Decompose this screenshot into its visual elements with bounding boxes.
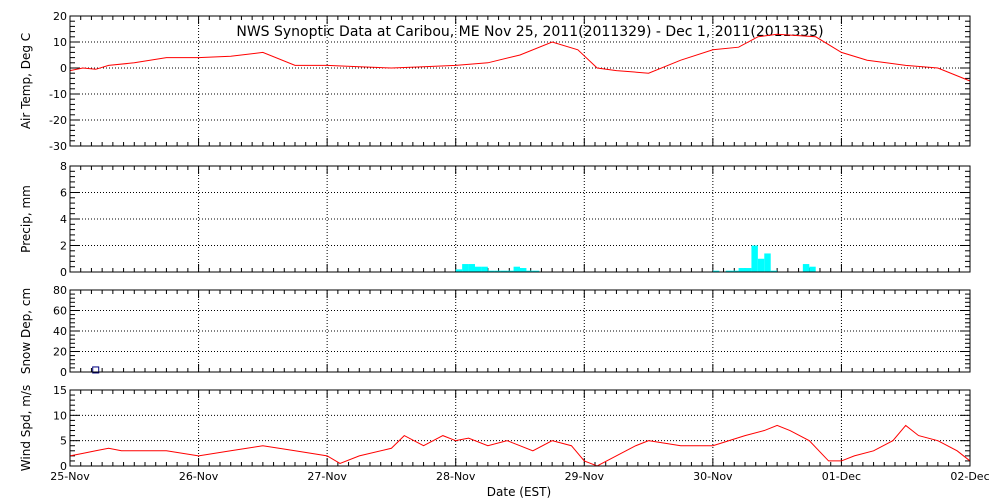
x-tick-label: 02-Dec: [950, 470, 989, 483]
precip-bar: [475, 266, 482, 272]
precip-bar: [507, 270, 514, 272]
panel-2: 0 2 4 6 8 Precip, mm: [19, 160, 971, 279]
chart-panels: -30 -20 -10 0 10 20 Air Temp, Deg C 0 2 4 6 8 Precip…: [19, 10, 971, 473]
series-line: [69, 424, 971, 467]
panel-3: 0 20 40 60 80 Snow Dep, cm: [19, 284, 971, 379]
y-axis-label: Wind Spd, m/s: [19, 385, 33, 471]
precip-bar: [809, 266, 816, 272]
precip-bar: [520, 268, 527, 272]
panel-frame: [69, 389, 971, 467]
y-tick-label: 0: [60, 62, 67, 75]
precip-bar: [764, 253, 771, 272]
y-tick-label: 0: [60, 266, 67, 279]
x-tick-label: 28-Nov: [436, 470, 476, 483]
x-tick-label: 26-Nov: [179, 470, 219, 483]
precip-bar: [751, 245, 758, 272]
panel-4: 0 5 10 15 Wind Spd, m/s: [19, 384, 971, 473]
y-tick-label: 5: [60, 435, 67, 448]
y-tick-label: 0: [60, 366, 67, 379]
precip-bar: [757, 258, 765, 272]
x-tick-label: 27-Nov: [307, 470, 347, 483]
precip-bar: [468, 264, 475, 272]
y-tick-label: 10: [53, 409, 67, 422]
precip-bar: [481, 266, 488, 272]
panel-frame: [69, 289, 971, 373]
chart-title: NWS Synoptic Data at Caribou, ME Nov 25,…: [236, 24, 823, 40]
precip-bar: [455, 269, 463, 272]
series-line: [69, 33, 971, 82]
precip-bar: [494, 270, 501, 272]
precip-bar: [513, 266, 520, 272]
y-tick-label: 60: [53, 305, 67, 318]
y-tick-label: 2: [60, 240, 67, 253]
precip-bar: [500, 270, 508, 272]
precip-bar: [738, 268, 745, 272]
x-tick-label: 01-Dec: [822, 470, 861, 483]
y-tick-label: -20: [49, 114, 67, 127]
y-tick-label: 10: [53, 36, 67, 49]
y-axis-label: Precip, mm: [19, 185, 33, 253]
precip-bar: [487, 270, 495, 272]
y-tick-label: -30: [49, 140, 67, 153]
x-tick-labels: 25-Nov 26-Nov 27-Nov 28-Nov 29-Nov 30-Nov 01-D…: [50, 470, 989, 483]
y-tick-label: 40: [53, 325, 67, 338]
y-tick-label: 8: [60, 160, 67, 173]
y-axis-label: Air Temp, Deg C: [19, 33, 33, 129]
panel-frame: [69, 15, 971, 147]
y-tick-label: 80: [53, 284, 67, 297]
precip-bar: [462, 264, 469, 272]
x-tick-label: 25-Nov: [50, 470, 90, 483]
y-tick-label: 20: [53, 10, 67, 23]
y-tick-label: 6: [60, 187, 67, 200]
snow-depth-point: [92, 366, 100, 374]
y-tick-label: 0: [60, 460, 67, 473]
y-tick-label: -10: [49, 88, 67, 101]
panel-frame: [69, 165, 971, 273]
precip-bar: [712, 270, 720, 272]
panel-1: -30 -20 -10 0 10 20 Air Temp, Deg C: [19, 10, 971, 153]
precip-bar: [802, 264, 810, 272]
y-tick-label: 20: [53, 346, 67, 359]
precip-bar: [725, 270, 733, 272]
x-tick-label: 30-Nov: [693, 470, 733, 483]
x-tick-label: 29-Nov: [565, 470, 605, 483]
y-tick-label: 4: [60, 213, 67, 226]
precip-bar: [526, 270, 533, 272]
precip-bar: [745, 268, 752, 272]
y-tick-label: 15: [53, 384, 67, 397]
x-axis-label: Date (EST): [487, 485, 551, 499]
precip-bar: [770, 270, 778, 272]
precip-bar: [532, 270, 540, 272]
y-axis-label: Snow Dep, cm: [19, 288, 33, 374]
precip-bar: [732, 270, 739, 272]
